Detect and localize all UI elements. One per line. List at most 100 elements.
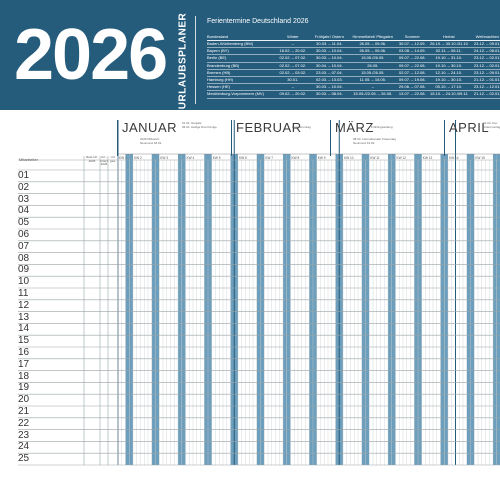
holiday-cell: 23.12. – 09.01.	[473, 69, 500, 75]
weekend-column	[391, 154, 396, 465]
holiday-column-header: Sommer	[404, 34, 420, 39]
planner-grid: JANUAR 01.01. Neujahr 06.01. Heilige Drei …	[0, 110, 500, 486]
holiday-cell: 02.03. – 13.03.	[316, 77, 343, 83]
weekend-column	[155, 154, 160, 465]
month-header: JANUAR 01.01. Neujahr 06.01. Heilige Drei …	[117, 120, 231, 156]
holiday-cell: 19.10. – 30.10.	[435, 62, 463, 68]
week-label: KW 13	[422, 155, 433, 160]
week-label: KW 15	[475, 155, 485, 160]
week-label: KW 10	[344, 155, 354, 160]
holiday-cell: 11.05. – 15.05.	[359, 77, 386, 83]
holiday-cell: –	[291, 84, 294, 90]
weekend-column	[444, 154, 448, 465]
holiday-cell: 26.05. – 05.06.	[359, 48, 387, 54]
weekend-column	[178, 154, 182, 465]
weekend-column	[361, 154, 366, 465]
week-label: KW 14	[449, 155, 459, 160]
row-number: 23	[18, 429, 30, 441]
holiday-column-header: Winter	[287, 34, 299, 39]
row-number: 15	[18, 335, 30, 347]
holiday-cell: 26.10. – 30.10./31.10.	[430, 41, 468, 46]
holiday-cell: 16.02. – 20.02.	[279, 48, 307, 54]
month-header: MÄRZ Frühlingsanfang 08.03. Internationale…	[330, 120, 444, 156]
holiday-cell: 23.12. – 12.01.	[473, 84, 500, 90]
month-note: 08.03. Internationaler Frauentag	[353, 137, 396, 141]
row-number: 21	[18, 406, 30, 417]
summary-column-header: Url.-Anspr. 2026	[100, 155, 109, 167]
holiday-cell: 09.07. – 22.08.	[398, 55, 426, 61]
holiday-cell: 30.03. – 10.04.	[316, 55, 343, 61]
holiday-cell: 29.06. – 07.08.	[398, 84, 426, 90]
weekend-column	[309, 154, 313, 465]
holiday-cell: 30.03. – 10.04.	[316, 84, 343, 90]
holiday-row: Hamburg (HH) 30.01. 02.03. – 13.03. 11.05. …	[207, 77, 500, 85]
planner-label: URLAUBSPLANER	[176, 13, 190, 110]
weekend-column	[260, 154, 265, 465]
holiday-row: Brandenburg (BB) 02.02. – 07.02. 30.04. – …	[207, 63, 500, 70]
holiday-cell: 02.07. – 12.08.	[398, 69, 426, 75]
holiday-row: Bayern (BY) 16.02. – 20.02. 30.03. – 10.04…	[207, 48, 500, 56]
weekend-column	[493, 154, 497, 465]
week-label: KW 6	[239, 155, 247, 160]
weekend-column	[181, 154, 186, 465]
holiday-cell: 21.12. – 01.01.	[473, 77, 500, 83]
summary-header-line1: Url.	[110, 155, 116, 159]
summary-header-line1: Rest-Url.	[86, 155, 98, 159]
holiday-cell: 23.12. – 09.01.	[473, 41, 500, 46]
weekend-column	[339, 154, 343, 465]
holiday-table-title: Ferientermine Deutschland 2026	[207, 18, 309, 25]
month-note: Rosenmontag	[292, 125, 311, 129]
weekend-column	[125, 154, 130, 465]
weekend-column	[388, 154, 392, 465]
row-number: 02	[18, 181, 30, 193]
holiday-cell: 03.08. – 14.09.	[398, 48, 426, 54]
week-label: KW 9	[317, 155, 326, 160]
holiday-cell: Hessen (HE)	[207, 84, 230, 90]
holiday-cell: Hamburg (HH)	[207, 77, 234, 83]
holiday-row: Mecklenburg-Vorpommern (MV) 09.02. – 20.0…	[207, 91, 500, 99]
holiday-cell: 30.03. – 11.04.	[316, 41, 343, 46]
weekend-column	[440, 154, 445, 465]
holiday-cell: 26.05. – 05.06.	[359, 41, 387, 46]
holiday-cell: 09.07. – 19.08.	[398, 77, 426, 83]
holiday-row: Berlin (BE) 02.02. – 07.02. 30.03. – 10.04…	[207, 55, 500, 63]
week-label: KW 12	[396, 155, 407, 160]
week-label: KW 5	[212, 155, 221, 160]
holiday-cell: 15.05./22.05. – 26.05.	[353, 91, 393, 97]
weekend-column	[365, 154, 370, 465]
row-number: 10	[18, 276, 30, 288]
week-label: KW 7	[265, 155, 274, 160]
month-header: APRIL 01.04. Kar... Ostermontag	[444, 120, 500, 156]
year-title: 2026	[14, 15, 168, 95]
holiday-cell: 13.07. – 22.08.	[398, 91, 426, 97]
row-number: 17	[18, 358, 30, 370]
month-note: Neumond 18.01.	[140, 141, 163, 145]
summary-header-line2: ges.	[110, 158, 116, 163]
holiday-table-header: Bundesland Winter Frühjahr/ Ostern Himmelfa…	[207, 34, 500, 41]
weekend-column	[208, 154, 212, 465]
weekend-column	[414, 154, 418, 465]
month-name: FEBRUAR	[236, 120, 302, 135]
holiday-cell: Baden-Württemberg (BW)	[207, 41, 254, 46]
row-number: 09	[18, 264, 30, 276]
month-header: FEBRUAR Rosenmontag	[231, 120, 330, 156]
holiday-row: Bremen (HB) 02.02. – 03.02. 23.03. – 07.04…	[207, 69, 500, 78]
week-label: KW 2	[134, 155, 142, 160]
month-note: 01.04. Kar...	[483, 121, 500, 125]
month-name: APRIL	[449, 120, 490, 135]
holiday-cell: 02.11. – 06.11.	[435, 48, 462, 54]
weekend-column	[313, 154, 317, 465]
row-number: 16	[18, 347, 30, 358]
holiday-cell: 23.12. – 02.01.	[473, 55, 500, 61]
row-number: 14	[18, 323, 30, 335]
row-number: 06	[18, 229, 30, 240]
row-number: 20	[18, 394, 30, 406]
header-divider	[195, 16, 196, 104]
row-number: 01	[18, 170, 30, 181]
employee-column-header: Mitarbeiter	[19, 157, 38, 162]
holiday-cell: 30.01.	[287, 77, 299, 83]
month-note: Neumond 19.03.	[353, 141, 376, 145]
holiday-cell: Berlin (BE)	[207, 55, 227, 61]
weekend-column	[496, 154, 500, 465]
holiday-cell: 30.04. – 10.04.	[316, 62, 343, 68]
